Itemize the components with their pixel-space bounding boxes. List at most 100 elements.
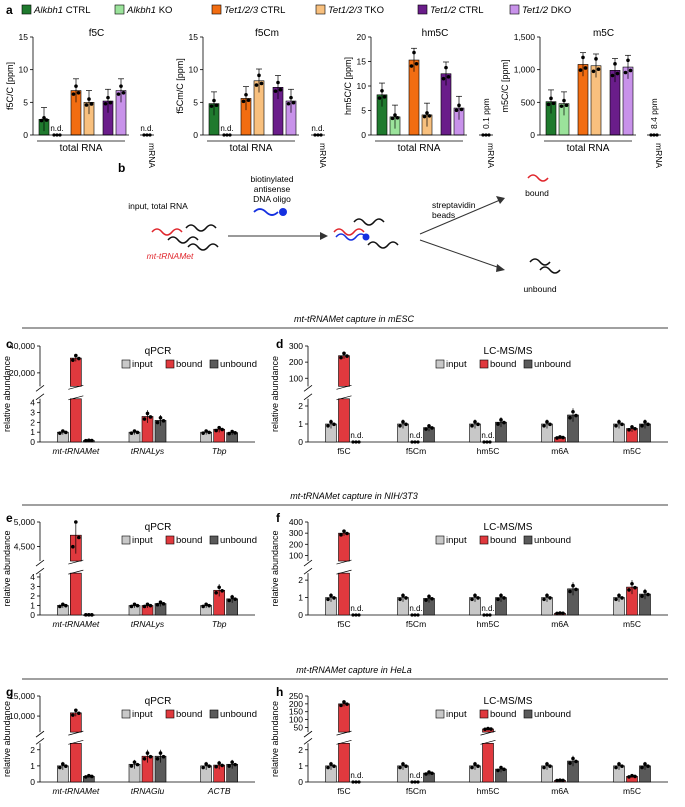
legend-label: unbound xyxy=(534,709,571,720)
data-point xyxy=(158,751,163,755)
data-point xyxy=(217,585,221,590)
data-point xyxy=(488,613,492,617)
legend-swatch xyxy=(114,4,125,15)
data-point xyxy=(416,440,420,444)
rna-squiggle xyxy=(367,241,399,249)
data-point xyxy=(227,598,231,603)
data-point xyxy=(380,89,384,93)
data-point xyxy=(354,613,358,617)
diagram-unbound-label: unbound xyxy=(523,284,556,294)
data-point xyxy=(610,73,615,78)
section-title-mesc: mt-tRNAMet capture in mESC xyxy=(294,314,415,324)
data-point xyxy=(470,424,474,428)
data-point xyxy=(499,593,503,598)
data-point xyxy=(398,424,402,428)
x-category-label: tRNAGlu xyxy=(131,786,165,796)
data-point xyxy=(84,438,88,443)
y-tick-label: 0 xyxy=(361,130,366,140)
data-point xyxy=(627,775,631,779)
data-point xyxy=(129,431,134,435)
rna-squiggle xyxy=(187,243,219,251)
data-point xyxy=(129,764,134,768)
legend-swatch xyxy=(523,709,533,719)
data-point xyxy=(404,764,408,768)
data-point xyxy=(413,780,417,784)
y-tick-label: 1,500 xyxy=(514,32,536,42)
data-point xyxy=(646,592,650,597)
y-tick-label: 40,000 xyxy=(9,341,35,351)
y-tick-label: 3 xyxy=(30,581,35,591)
x-category-label: hm5C xyxy=(477,446,500,456)
legend-label: unbound xyxy=(220,359,257,370)
data-point xyxy=(87,438,91,443)
data-point xyxy=(233,762,237,767)
legend-label-1: Alkbh1 KO xyxy=(126,5,172,16)
data-point xyxy=(90,774,94,779)
data-point xyxy=(548,596,552,600)
y-tick-label: 0 xyxy=(530,130,535,140)
data-point xyxy=(630,581,634,586)
y-tick-label: 3 xyxy=(30,408,35,418)
legend-swatch xyxy=(417,4,428,15)
data-point xyxy=(459,107,464,112)
panel-label-c: c xyxy=(6,337,13,351)
data-point xyxy=(246,98,251,103)
data-point xyxy=(230,429,234,434)
section-title-nih: mt-tRNAMet capture in NIH/3T3 xyxy=(290,491,418,501)
data-point xyxy=(555,436,559,440)
data-point xyxy=(89,102,94,106)
legend-label: bound xyxy=(490,709,516,720)
data-point xyxy=(574,759,578,764)
data-point xyxy=(90,613,94,617)
data-point xyxy=(145,411,150,416)
capture-diagram: input, total RNA mt-tRNAMet biotinylated… xyxy=(128,174,561,294)
data-point xyxy=(339,703,343,708)
legend-label: unbound xyxy=(220,709,257,720)
data-point xyxy=(220,427,224,432)
bar-upper xyxy=(338,703,350,733)
data-point xyxy=(571,583,575,588)
legend-label-5: Tet1/2 DKO xyxy=(522,5,571,16)
bar-break-mark xyxy=(336,739,352,745)
bar-lower xyxy=(482,742,494,783)
nd-label: n.d. xyxy=(220,124,233,133)
bar-break-mark xyxy=(336,559,352,565)
data-point xyxy=(220,763,224,768)
rna-squiggle xyxy=(167,236,199,244)
chart-title: hm5C xyxy=(422,28,449,39)
data-point xyxy=(496,422,500,426)
data-point xyxy=(574,587,578,592)
data-point xyxy=(58,431,62,435)
legend-swatch xyxy=(523,535,533,545)
data-point xyxy=(161,602,166,606)
y-tick-label: 2 xyxy=(298,575,303,585)
data-point xyxy=(643,420,647,424)
data-point xyxy=(76,90,81,95)
data-point xyxy=(561,611,565,616)
data-point xyxy=(357,613,361,617)
y-tick-label: 400 xyxy=(289,517,303,527)
data-point xyxy=(613,62,617,66)
arrow-line xyxy=(419,239,501,269)
nd-label: n.d. xyxy=(50,124,63,133)
data-point xyxy=(214,428,218,433)
data-point xyxy=(424,427,428,431)
data-point xyxy=(135,603,140,608)
data-point xyxy=(473,593,477,598)
data-point xyxy=(326,424,330,428)
legend-label-3: Tet1/2/3 TKO xyxy=(328,5,384,16)
x-group-label: total RNA xyxy=(60,143,103,154)
bar-break-mark xyxy=(336,730,352,736)
x-category-label: hm5C xyxy=(477,619,500,629)
x-category-label: f5C xyxy=(337,786,350,796)
data-point xyxy=(410,780,414,784)
data-point xyxy=(457,103,461,108)
data-point xyxy=(61,602,65,607)
bar-break-mark xyxy=(68,384,84,390)
legend-label-2: Tet1/2/3 CTRL xyxy=(224,5,285,16)
data-point xyxy=(90,438,94,443)
data-point xyxy=(409,64,414,68)
data-point xyxy=(581,55,585,60)
x-category-label: tRNALys xyxy=(131,619,165,629)
data-point xyxy=(482,440,486,444)
